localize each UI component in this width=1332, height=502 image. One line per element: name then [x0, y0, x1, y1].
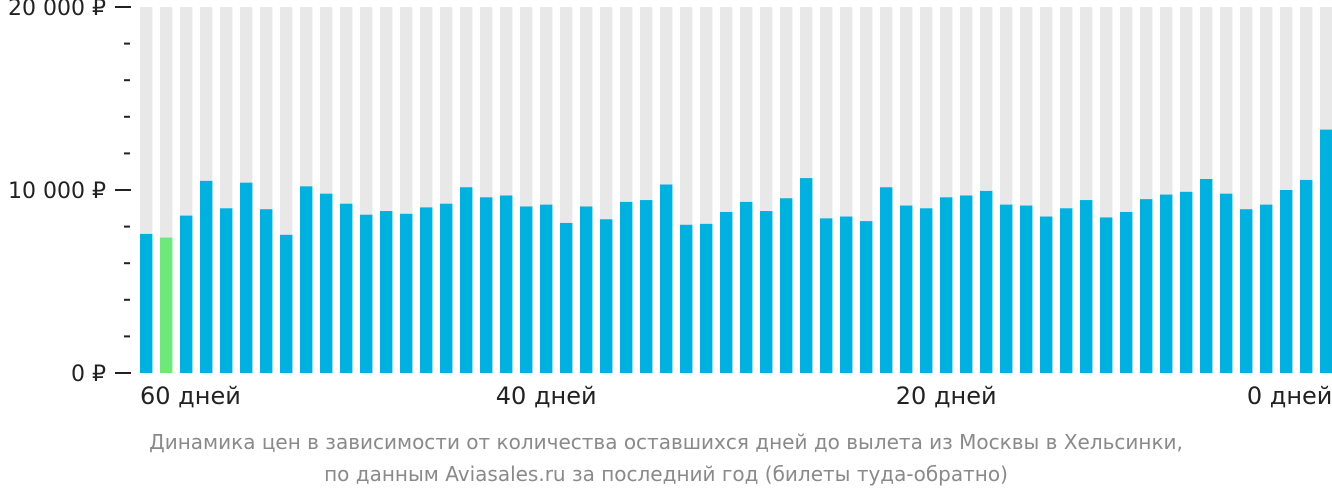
price-bar[interactable]: [820, 218, 833, 373]
y-tick-label: 0 ₽: [71, 362, 106, 387]
price-bar[interactable]: [920, 208, 933, 373]
price-bar[interactable]: [560, 222, 573, 373]
price-bar[interactable]: [620, 201, 633, 373]
price-bar[interactable]: [700, 223, 713, 373]
price-bar[interactable]: [240, 182, 253, 373]
price-bar[interactable]: [960, 195, 973, 373]
price-bar[interactable]: [320, 193, 333, 373]
y-tick-label: 20 000 ₽: [8, 0, 106, 21]
price-bar[interactable]: [180, 215, 193, 373]
price-bar[interactable]: [1240, 209, 1253, 373]
price-bar[interactable]: [780, 198, 793, 373]
price-bar[interactable]: [340, 203, 353, 373]
x-tick-label: 60 дней: [140, 382, 241, 410]
price-bar[interactable]: [900, 205, 913, 373]
price-bar[interactable]: [720, 211, 733, 373]
x-tick-label: 40 дней: [496, 382, 597, 410]
chart-caption-line-1: Динамика цен в зависимости от количества…: [149, 430, 1183, 454]
price-bar[interactable]: [1020, 205, 1033, 373]
price-bar[interactable]: [540, 204, 553, 373]
y-axis: 0 ₽ 10 000 ₽ 20 000 ₽: [8, 0, 131, 387]
price-bar[interactable]: [300, 186, 313, 373]
price-bar[interactable]: [400, 213, 413, 373]
price-bar[interactable]: [1040, 216, 1053, 373]
price-bar[interactable]: [1220, 193, 1233, 373]
price-bar[interactable]: [1320, 129, 1332, 373]
price-bar[interactable]: [880, 187, 893, 373]
price-bar[interactable]: [520, 206, 533, 373]
price-bar[interactable]: [1060, 208, 1073, 373]
price-bar[interactable]: [280, 234, 293, 373]
price-bar[interactable]: [460, 187, 473, 373]
price-bar[interactable]: [440, 203, 453, 373]
price-bar[interactable]: [940, 197, 953, 373]
price-bar[interactable]: [600, 219, 613, 373]
x-axis: 60 дней 40 дней 20 дней 0 дней: [140, 382, 1332, 410]
price-bar[interactable]: [360, 214, 373, 373]
price-bar[interactable]: [760, 211, 773, 373]
background-bars: [140, 7, 1332, 373]
price-bar[interactable]: [380, 211, 393, 373]
price-bar[interactable]: [1100, 217, 1113, 373]
price-bar[interactable]: [480, 197, 493, 373]
price-bar-highlighted[interactable]: [160, 237, 173, 373]
price-bar[interactable]: [1000, 204, 1013, 373]
price-bar[interactable]: [1140, 199, 1153, 373]
price-bar[interactable]: [740, 201, 753, 373]
price-bar[interactable]: [140, 233, 153, 373]
price-bar[interactable]: [1300, 179, 1313, 373]
price-bar[interactable]: [1260, 204, 1273, 373]
price-bar[interactable]: [680, 224, 693, 373]
price-bar[interactable]: [640, 200, 653, 373]
price-bar[interactable]: [200, 180, 213, 373]
x-tick-label: 0 дней: [1247, 382, 1332, 410]
price-bar[interactable]: [800, 178, 813, 373]
price-bar[interactable]: [980, 190, 993, 373]
y-tick-label: 10 000 ₽: [8, 179, 106, 204]
price-bar[interactable]: [840, 216, 853, 373]
price-bar[interactable]: [1200, 179, 1213, 373]
chart-caption-line-2: по данным Aviasales.ru за последний год …: [324, 462, 1008, 486]
price-chart: 0 ₽ 10 000 ₽ 20 000 ₽ 60 дней 40 дней 20 дне…: [8, 0, 1332, 410]
x-tick-label: 20 дней: [896, 382, 997, 410]
price-bar[interactable]: [420, 207, 433, 373]
price-bar[interactable]: [220, 208, 233, 373]
price-bar[interactable]: [260, 209, 273, 373]
price-bar[interactable]: [500, 195, 513, 373]
price-bar[interactable]: [1160, 194, 1173, 373]
price-bar[interactable]: [580, 206, 593, 373]
price-bar[interactable]: [1080, 200, 1093, 373]
price-bars: [140, 129, 1332, 373]
price-bar[interactable]: [860, 221, 873, 373]
price-bar[interactable]: [1280, 190, 1293, 373]
price-bar[interactable]: [1180, 191, 1193, 373]
price-bar[interactable]: [660, 184, 673, 373]
price-bar[interactable]: [1120, 211, 1133, 373]
